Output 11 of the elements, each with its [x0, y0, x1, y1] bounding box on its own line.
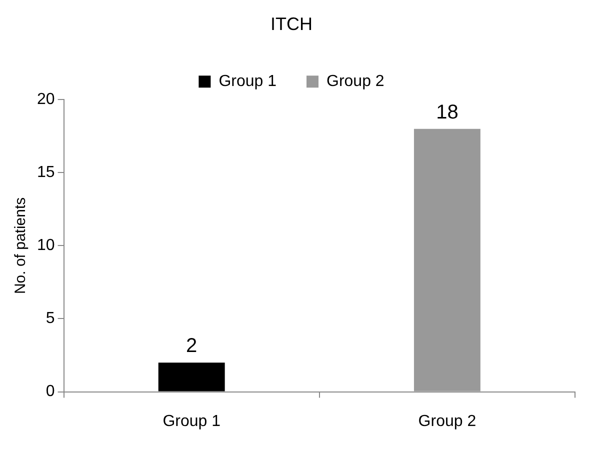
data-label: 2	[186, 335, 198, 358]
y-tick-label: 5	[46, 310, 55, 328]
y-tick-label: 0	[46, 383, 55, 400]
data-label: 18	[436, 101, 458, 124]
chart-title: ITCH	[270, 14, 312, 34]
legend-label: Group 2	[326, 73, 384, 90]
y-tick-label: 15	[37, 164, 55, 182]
y-tick-label: 10	[37, 237, 55, 254]
y-axis-title: No. of patients	[12, 197, 30, 294]
legend-label: Group 1	[218, 73, 277, 90]
y-tick-label: 20	[37, 91, 55, 108]
